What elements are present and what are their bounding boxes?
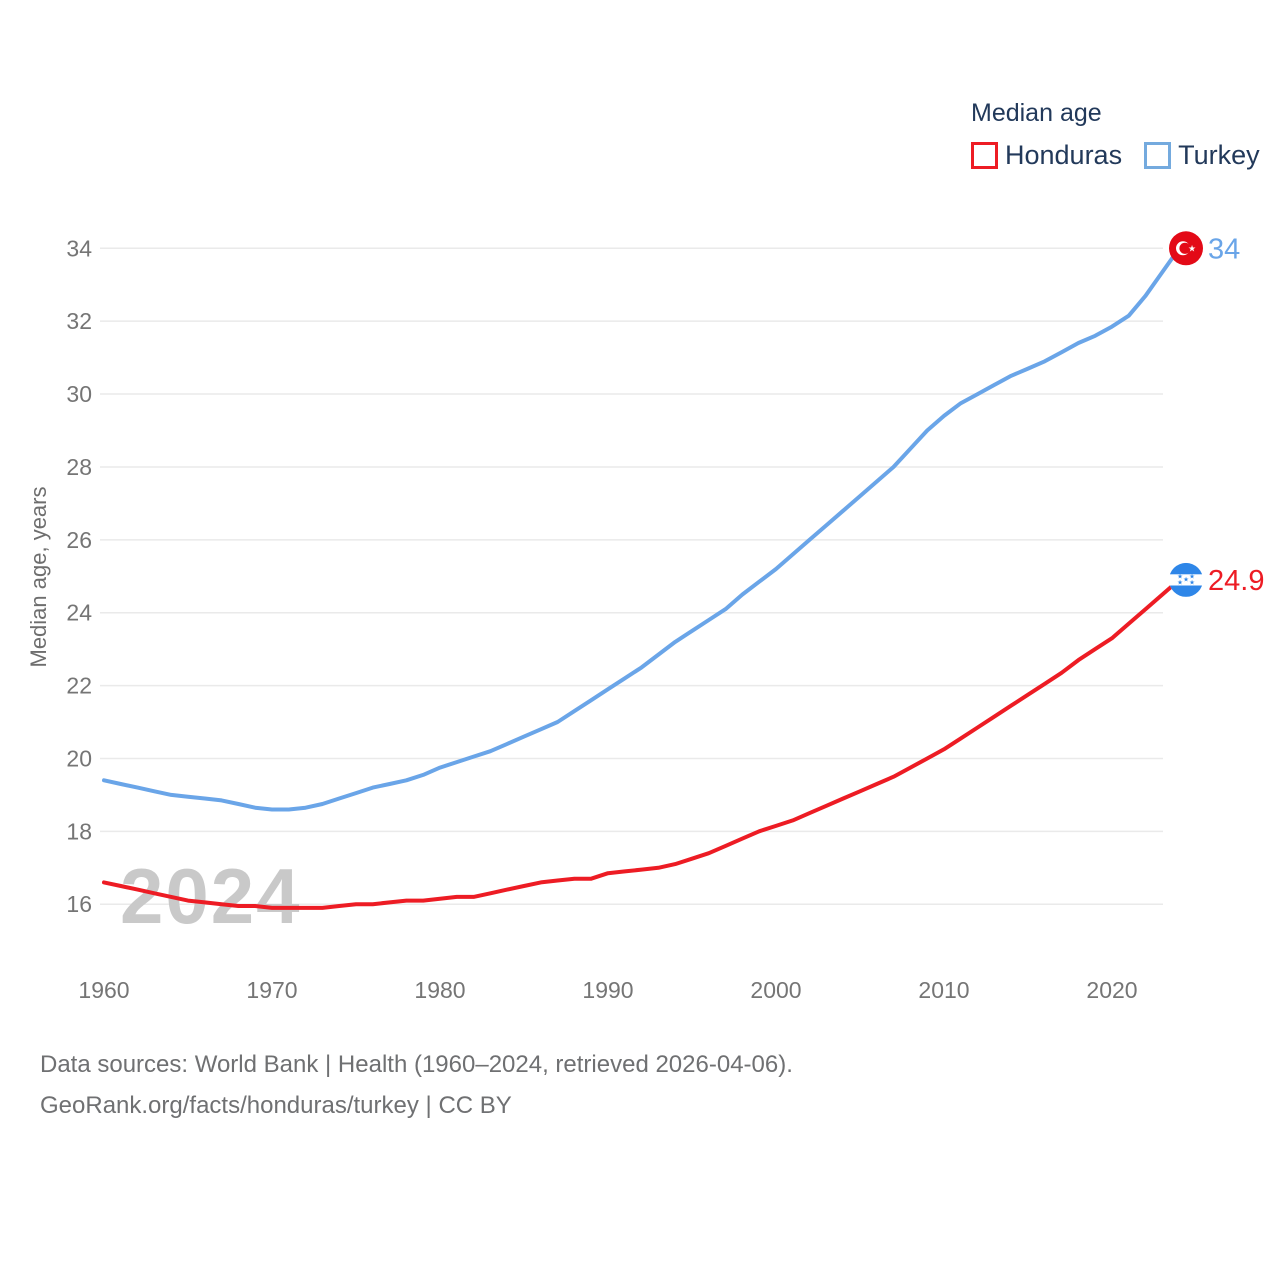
watermark-year: 2024	[120, 852, 302, 940]
turkey-flag-icon	[1179, 242, 1191, 254]
x-tick-label: 2000	[750, 977, 801, 1003]
honduras-flag-icon: ★	[1189, 573, 1195, 581]
turkey-swatch-icon	[1144, 142, 1172, 169]
x-tick-label: 2020	[1086, 977, 1137, 1003]
x-tick-label: 1970	[246, 977, 297, 1003]
honduras-flag-icon: ★	[1177, 573, 1183, 581]
honduras-flag-icon	[1169, 562, 1203, 575]
y-tick-label: 26	[66, 527, 92, 553]
y-tick-label: 24	[66, 600, 92, 626]
legend-item-label: Turkey	[1178, 140, 1260, 170]
legend: Median age Honduras Turkey	[971, 99, 1260, 171]
turkey-end-value-label: 34	[1208, 233, 1240, 265]
chart-footer: Data sources: World Bank | Health (1960–…	[40, 1044, 793, 1126]
y-tick-label: 28	[66, 454, 92, 480]
x-tick-label: 1980	[414, 977, 465, 1003]
y-tick-label: 16	[66, 891, 92, 917]
y-tick-label: 30	[66, 381, 92, 407]
x-tick-label: 1990	[582, 977, 633, 1003]
honduras-end-value-label: 24.9	[1208, 565, 1264, 597]
honduras-flag-icon: ★	[1183, 576, 1189, 584]
y-tick-label: 22	[66, 673, 92, 699]
attribution-text: GeoRank.org/facts/honduras/turkey | CC B…	[40, 1092, 512, 1119]
honduras-line	[102, 577, 1182, 910]
honduras-swatch-icon	[971, 142, 998, 169]
legend-title: Median age	[971, 99, 1102, 127]
y-tick-label: 18	[66, 818, 92, 844]
y-tick-label: 20	[66, 745, 92, 771]
honduras-flag-icon: ★	[1189, 579, 1195, 587]
y-tick-label: 34	[66, 235, 92, 261]
y-tick-label: 32	[66, 308, 92, 334]
turkey-flag-icon: ★	[1188, 244, 1196, 254]
legend-item-label: Honduras	[1005, 140, 1123, 170]
y-axis-title: Median age, years	[26, 487, 51, 668]
legend-item-turkey[interactable]: Turkey	[1144, 140, 1260, 171]
legend-item-honduras[interactable]: Honduras	[971, 140, 1122, 171]
median-age-line-chart: 16 18 20 22 24 26 28 30 32 34 Median age, years 196…	[26, 231, 1264, 1003]
x-tick-label: 2010	[918, 977, 969, 1003]
honduras-flag-icon: ★	[1177, 579, 1183, 587]
data-sources-text: Data sources: World Bank | Health (1960–…	[40, 1051, 793, 1078]
honduras-flag-icon	[1169, 585, 1203, 597]
turkey-line	[102, 246, 1182, 812]
legend-items: Honduras Turkey	[971, 140, 1260, 171]
x-tick-label: 1960	[78, 977, 129, 1003]
